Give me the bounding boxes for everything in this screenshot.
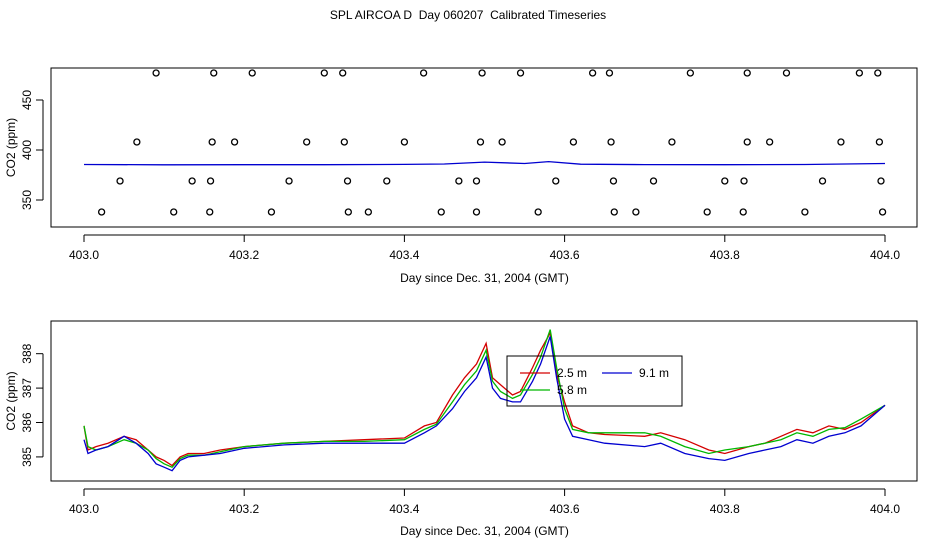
reference-point [419,69,428,77]
series-line-5-8-m [83,329,886,468]
reference-point [855,69,864,77]
y-axis-label: CO2 (ppm) [4,371,18,430]
reference-point [343,177,352,185]
reference-point [210,69,218,77]
y-tick-label: 450 [20,90,34,110]
reference-point [875,138,884,146]
reference-point [97,208,106,216]
reference-point [116,177,124,185]
y-tick-label: 385 [20,447,34,467]
reference-point [801,208,809,216]
reference-point [649,177,658,185]
reference-point [703,208,711,216]
reference-point [516,69,525,77]
legend-box [506,355,683,407]
reference-point [340,138,348,146]
reference-point [320,69,328,77]
x-tick-label: 403.8 [710,248,740,262]
reference-point [206,208,214,216]
y-tick-label: 388 [20,343,34,363]
x-axis-label: Day since Dec. 31, 2004 (GMT) [400,524,569,538]
reference-point [588,69,597,77]
reference-point [782,69,791,77]
reference-point [188,177,196,185]
series-line-2-5-m [83,331,886,467]
legend-label: 5.8 m [557,383,587,397]
plot-frame [50,67,918,228]
reference-point [818,177,827,185]
reference-point [686,69,695,77]
reference-point [877,177,885,185]
reference-point [740,177,748,185]
reference-point [303,138,311,146]
reference-point [721,177,729,185]
panel-bottom-lines: 403.0 403.2 403.4 403.6 403.8 404.0 Day since … [4,320,918,538]
x-tick-label: 403.6 [550,502,580,516]
reference-point [285,177,293,185]
reference-point [344,208,352,216]
reference-point [498,138,506,146]
reference-point [766,138,774,146]
reference-point [668,138,676,146]
x-tick-label: 403.0 [69,248,99,262]
reference-point [339,69,347,77]
reference-point [609,177,618,185]
reference-point [569,138,578,146]
x-tick-label: 403.2 [229,248,259,262]
reference-point [607,138,615,146]
reference-point [437,208,445,216]
reference-point [605,69,614,77]
reference-point [152,69,160,77]
reference-point [230,138,239,146]
legend-label: 2.5 m [557,366,587,380]
reference-point [476,138,485,146]
reference-point [552,177,560,185]
reference-point [878,208,887,216]
reference-point [472,177,481,185]
reference-point [208,138,216,146]
reference-point [383,177,391,185]
reference-point [632,208,640,216]
y-tick-label: 400 [20,140,34,160]
reference-point [472,208,481,216]
reference-point [133,138,141,146]
reference-point [743,138,751,146]
panel-top-scatter: 403.0 403.2 403.4 403.6 403.8 404.0 Day since … [4,67,918,285]
x-tick-label: 403.6 [550,248,580,262]
x-tick-label: 403.0 [69,502,99,516]
reference-point [400,138,409,146]
reference-point [455,177,463,185]
y-tick-label: 387 [20,378,34,398]
reference-point [248,69,256,77]
x-tick-label: 403.4 [389,502,419,516]
plot-frame [50,320,918,482]
reference-point [478,69,486,77]
x-axis-label: Day since Dec. 31, 2004 (GMT) [400,271,569,285]
legend: 2.5 m 5.8 m 9.1 m [506,355,683,407]
reference-point [364,208,373,216]
reference-point [206,177,215,185]
reference-point [837,138,845,146]
reference-point [874,69,882,77]
y-tick-label: 386 [20,412,34,432]
reference-point [267,208,276,216]
x-tick-label: 403.4 [389,248,419,262]
legend-label: 9.1 m [639,366,669,380]
x-tick-label: 403.2 [229,502,259,516]
series-line-9-1-m [83,336,886,472]
chart-title: SPL AIRCOA D Day 060207 Calibrated Times… [329,8,607,22]
y-tick-label: 350 [20,190,34,210]
reference-point [170,208,178,216]
y-axis-label: CO2 (ppm) [4,118,18,177]
reference-point [739,208,747,216]
x-tick-label: 404.0 [870,502,900,516]
reference-point [534,208,542,216]
reference-point [610,208,618,216]
series-line-ambient [83,160,886,166]
x-tick-label: 403.8 [710,502,740,516]
reference-point [743,69,751,77]
x-tick-label: 404.0 [870,248,900,262]
